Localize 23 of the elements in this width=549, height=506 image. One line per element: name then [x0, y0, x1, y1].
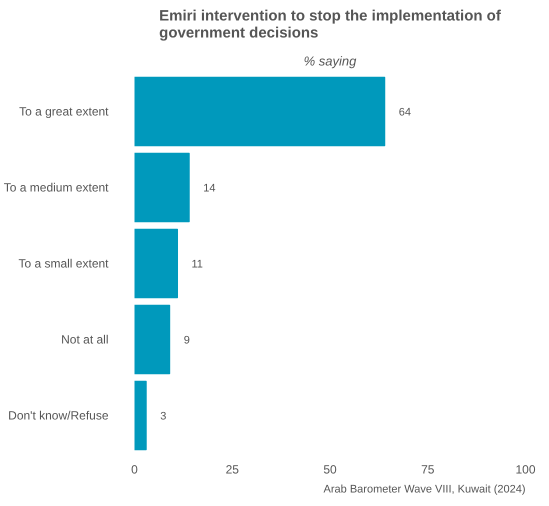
x-tick-label: 75 [421, 462, 435, 476]
y-tick-label: To a medium extent [4, 180, 110, 194]
bar [134, 228, 178, 298]
y-tick-label: To a great extent [19, 104, 110, 118]
text: Arab Barometer Wave VIII, Kuwait (2024) [324, 484, 526, 496]
bar [134, 152, 190, 222]
data-label: 14 [203, 182, 216, 194]
data-label: 11 [192, 258, 203, 270]
x-tick-label: 100 [515, 462, 536, 476]
chart-title: Emiri intervention to stop the implementation of government decisions [159, 8, 502, 42]
data-label: 64 [398, 106, 411, 118]
bar [134, 76, 386, 146]
y-tick-label: Don't know/Refuse [8, 408, 109, 422]
y-tick-label: Not at all [61, 332, 109, 346]
x-tick-label: 0 [131, 462, 138, 476]
data-label: 9 [184, 334, 190, 346]
chart-subtitle: % saying [304, 54, 358, 68]
bar [134, 380, 147, 450]
x-tick-label: 25 [226, 462, 240, 476]
x-tick-label: 50 [323, 462, 337, 476]
y-tick-label: To a small extent [18, 256, 110, 270]
bar [134, 304, 170, 374]
data-label: 3 [160, 410, 166, 422]
